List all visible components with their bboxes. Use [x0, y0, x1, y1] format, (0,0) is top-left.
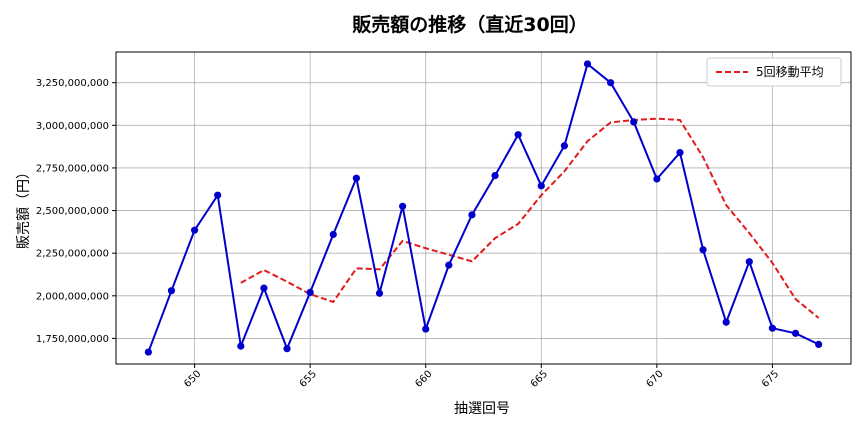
y-tick-label: 2,500,000,000 [36, 206, 109, 217]
series-layer [144, 60, 823, 356]
sales-data-point [676, 148, 684, 157]
legend-label-moving-average: 5回移動平均 [756, 65, 824, 79]
sales-data-point [607, 79, 615, 87]
sales-data-point [445, 261, 453, 269]
y-tick-label: 2,250,000,000 [36, 249, 109, 260]
sales-data-point [399, 202, 407, 210]
sales-data-point [791, 329, 800, 337]
y-tick-label: 1,750,000,000 [36, 334, 109, 345]
sales-data-point [306, 288, 314, 296]
sales-data-point [514, 131, 522, 139]
sales-data-point [422, 325, 430, 333]
grid-lines [116, 52, 851, 364]
y-axis-label: 販売額（円） [16, 165, 32, 249]
moving-average-line [240, 117, 820, 319]
chart-title: 販売額の推移（直近30回） [352, 13, 587, 36]
sales-data-point [815, 340, 823, 348]
tick-layer: 650 655 660 665 670 6751,750,000,0002,000,000… [36, 78, 781, 390]
sales-data-point [237, 342, 245, 350]
y-tick-label: 2,000,000,000 [36, 291, 109, 302]
y-tick-label: 2,750,000,000 [36, 163, 109, 174]
sales-data-point [653, 175, 661, 183]
sales-data-point [352, 174, 360, 182]
sales-data-point [560, 142, 568, 150]
sales-data-point [283, 345, 291, 353]
sales-data-point [375, 289, 384, 297]
sales-data-point [190, 226, 199, 234]
sales-data-point [699, 246, 707, 254]
sales-data-point [468, 211, 476, 219]
sales-data-point [745, 258, 753, 266]
sales-data-point [722, 318, 730, 326]
sales-data-point [768, 324, 777, 332]
sales-data-point [329, 230, 337, 239]
sales-line [147, 62, 820, 353]
legend: 5回移動平均 [706, 57, 842, 87]
legend-box [706, 57, 842, 87]
sales-data-point [491, 172, 499, 180]
sales-data-point [583, 60, 592, 68]
sales-data-point [214, 191, 222, 199]
sales-data-point [630, 118, 638, 126]
x-axis-label: 抽選回号 [454, 401, 510, 417]
y-tick-label: 3,000,000,000 [36, 121, 109, 132]
sales-data-point [260, 284, 268, 292]
plot-frame [115, 51, 852, 365]
sales-data-point [167, 287, 176, 295]
sales-data-point [144, 348, 152, 356]
y-tick-label: 3,250,000,000 [36, 78, 109, 89]
sales-data-point [537, 182, 545, 190]
